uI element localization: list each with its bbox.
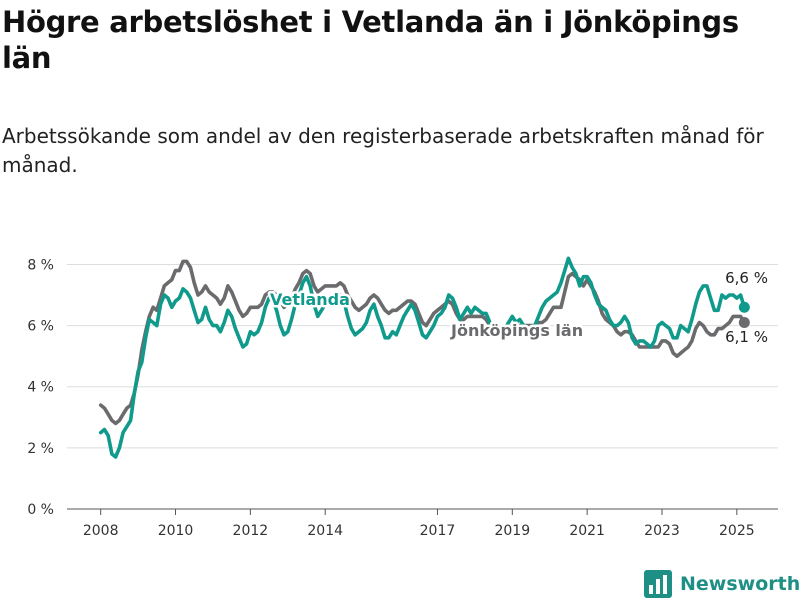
series-label-vetlanda: Vetlanda — [270, 290, 350, 309]
y-axis-ticks: 0 % 2 % 4 % 6 % 8 % — [27, 257, 54, 518]
x-tick-label: 2025 — [719, 523, 755, 539]
x-tick-label: 2010 — [158, 523, 194, 539]
x-tick-label: 2023 — [644, 523, 680, 539]
gridlines — [67, 263, 778, 449]
y-tick-label: 0 % — [27, 502, 54, 518]
end-value-label-jonkoping: 6,1 % — [725, 328, 768, 346]
y-tick-label: 4 % — [27, 380, 54, 396]
x-axis-ticks: 2008 2010 2012 2014 2017 2019 2021 2023 2025 — [83, 509, 755, 539]
brand-logo: Newsworthy — [644, 570, 800, 598]
x-tick-label: 2019 — [494, 523, 530, 539]
end-value-label-vetlanda: 6,6 % — [725, 269, 768, 287]
series-end-dot-1 — [738, 301, 750, 313]
series-lines — [98, 256, 750, 459]
x-tick-label: 2008 — [83, 523, 119, 539]
series-labels: Vetlanda Jönköpings län 6,6 % 6,1 % — [268, 267, 771, 348]
bar-chart-logo-icon — [644, 570, 672, 598]
y-tick-label: 2 % — [27, 441, 54, 457]
y-tick-label: 6 % — [27, 319, 54, 335]
brand-name: Newsworthy — [680, 573, 800, 595]
series-label-jonkoping: Jönköpings län — [450, 321, 583, 340]
x-tick-label: 2017 — [420, 523, 456, 539]
x-tick-label: 2021 — [569, 523, 605, 539]
chart-subtitle: Arbetssökande som andel av den registerb… — [2, 124, 764, 177]
x-tick-label: 2012 — [233, 523, 269, 539]
series-end-dot-0 — [738, 317, 750, 329]
chart-title: Högre arbetslöshet i Vetlanda än i Jönkö… — [2, 5, 739, 75]
series-line-1 — [98, 256, 747, 459]
y-tick-label: 8 % — [27, 257, 54, 273]
x-tick-label: 2014 — [307, 523, 343, 539]
